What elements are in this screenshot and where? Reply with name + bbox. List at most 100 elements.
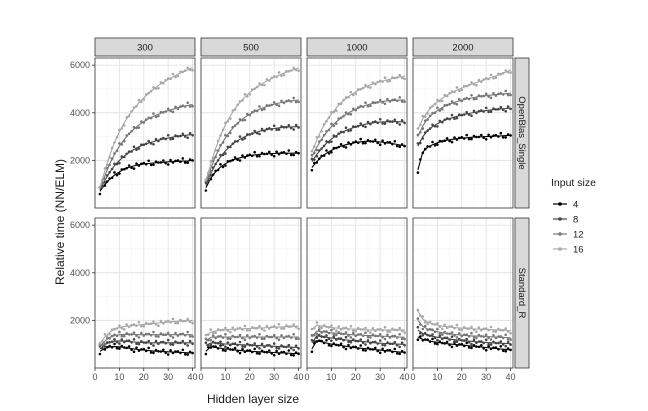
data-point <box>115 162 119 166</box>
data-point <box>176 74 180 78</box>
data-point <box>497 327 500 331</box>
data-point <box>140 340 143 343</box>
data-point <box>426 328 429 332</box>
data-point <box>241 345 244 348</box>
data-point <box>480 340 483 343</box>
data-point <box>229 117 232 120</box>
data-point <box>255 352 259 355</box>
data-point <box>433 336 437 340</box>
data-point <box>246 342 249 346</box>
data-point <box>509 71 512 74</box>
data-point <box>191 104 194 108</box>
data-point <box>480 109 483 112</box>
data-point <box>123 124 126 127</box>
data-point <box>388 141 392 144</box>
data-point <box>344 347 348 351</box>
data-point <box>431 328 434 332</box>
data-point <box>191 134 194 137</box>
data-point <box>342 114 345 118</box>
data-point <box>489 96 493 100</box>
data-point <box>421 127 425 130</box>
data-point <box>489 110 493 113</box>
data-point <box>231 158 234 162</box>
facet-strip-column-label: 300 <box>137 43 153 54</box>
data-point <box>366 120 370 124</box>
data-point <box>506 70 510 74</box>
data-point <box>188 335 192 338</box>
data-point <box>344 326 348 330</box>
data-point <box>315 148 319 152</box>
data-point <box>320 138 323 142</box>
data-point <box>487 133 490 137</box>
data-point <box>287 149 291 152</box>
data-point <box>441 333 444 336</box>
data-point <box>376 121 380 125</box>
data-point <box>487 344 490 348</box>
data-point <box>455 344 459 347</box>
data-point <box>243 350 247 354</box>
data-point <box>453 340 456 343</box>
data-point <box>253 109 256 112</box>
data-point <box>127 114 131 118</box>
data-point <box>176 334 180 337</box>
data-point <box>359 344 363 347</box>
data-point <box>381 329 384 332</box>
data-point <box>403 344 406 347</box>
data-point <box>320 147 323 150</box>
data-point <box>453 117 456 120</box>
data-point <box>216 335 220 338</box>
data-point <box>265 127 269 131</box>
data-point <box>183 333 187 337</box>
data-point <box>280 151 283 154</box>
data-point <box>369 331 372 334</box>
data-point <box>391 350 394 354</box>
data-point <box>191 68 194 72</box>
data-point <box>330 339 333 343</box>
data-point <box>282 73 286 77</box>
data-point <box>224 133 227 137</box>
data-point <box>140 120 143 123</box>
data-point <box>332 134 336 137</box>
data-point <box>445 103 449 107</box>
data-point <box>337 331 341 334</box>
data-point <box>453 334 456 337</box>
data-point <box>497 135 500 138</box>
data-point <box>492 134 495 137</box>
data-point <box>183 105 187 108</box>
data-point <box>369 86 372 89</box>
data-point <box>171 351 175 355</box>
data-point <box>219 143 222 147</box>
data-point <box>416 127 420 130</box>
data-point <box>183 161 187 164</box>
data-point <box>460 136 464 139</box>
data-point <box>282 345 286 349</box>
data-point <box>325 330 328 333</box>
data-point <box>325 339 328 342</box>
data-point <box>105 163 109 167</box>
data-point <box>492 107 495 110</box>
data-point <box>448 338 451 341</box>
data-point <box>159 340 163 344</box>
data-point <box>260 342 264 346</box>
data-point <box>472 338 476 342</box>
data-point <box>403 77 406 81</box>
data-point <box>209 346 213 349</box>
data-point <box>169 158 172 162</box>
data-point <box>108 344 111 348</box>
data-point <box>472 134 476 138</box>
data-point <box>120 127 124 130</box>
data-point <box>280 74 283 78</box>
data-point <box>120 143 124 146</box>
data-point <box>149 142 153 145</box>
data-point <box>310 149 314 153</box>
data-point <box>509 332 512 335</box>
data-point <box>164 333 167 337</box>
data-point <box>349 336 353 339</box>
data-point <box>349 340 353 344</box>
data-point <box>270 128 274 131</box>
data-point <box>275 346 278 350</box>
data-point <box>393 98 397 101</box>
data-point <box>120 334 124 338</box>
data-point <box>453 90 456 94</box>
data-point <box>149 163 153 167</box>
